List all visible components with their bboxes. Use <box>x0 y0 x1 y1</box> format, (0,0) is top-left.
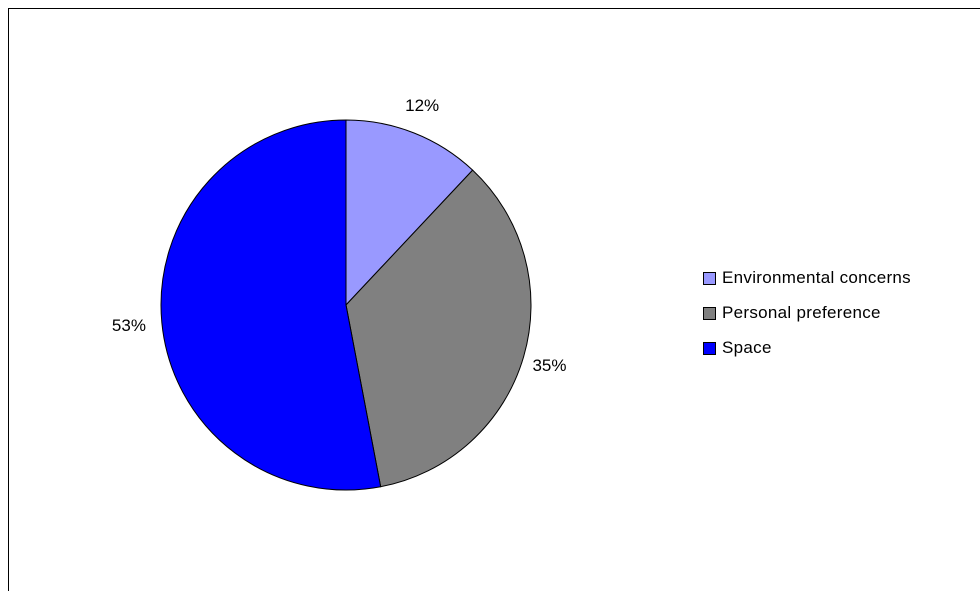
chart-area: 12% 35% 53% Environmental concerns Persona… <box>8 8 980 591</box>
legend-label-environmental-concerns: Environmental concerns <box>722 268 911 287</box>
legend: Environmental concerns Personal preferen… <box>703 267 911 372</box>
pie-slices <box>160 119 532 491</box>
legend-swatch-environmental-concerns <box>703 271 716 285</box>
pie-data-labels: 12% 35% 53% <box>112 96 567 375</box>
legend-label-space: Space <box>722 338 772 357</box>
legend-item-personal-preference: Personal preference <box>703 302 911 324</box>
data-label-environmental-concerns: 12% <box>405 96 439 115</box>
legend-label-personal-preference: Personal preference <box>722 303 881 322</box>
data-label-personal-preference: 35% <box>532 356 566 375</box>
legend-item-environmental-concerns: Environmental concerns <box>703 267 911 289</box>
legend-swatch-personal-preference <box>703 306 716 320</box>
pie-slice-space <box>160 119 382 491</box>
legend-item-space: Space <box>703 337 911 359</box>
data-label-space: 53% <box>112 316 146 335</box>
pie-slice-personal-preference <box>345 169 532 488</box>
pie-slice-environmental-concerns <box>345 119 474 306</box>
pie-chart: 12% 35% 53% <box>112 96 567 491</box>
legend-swatch-space <box>703 341 716 355</box>
